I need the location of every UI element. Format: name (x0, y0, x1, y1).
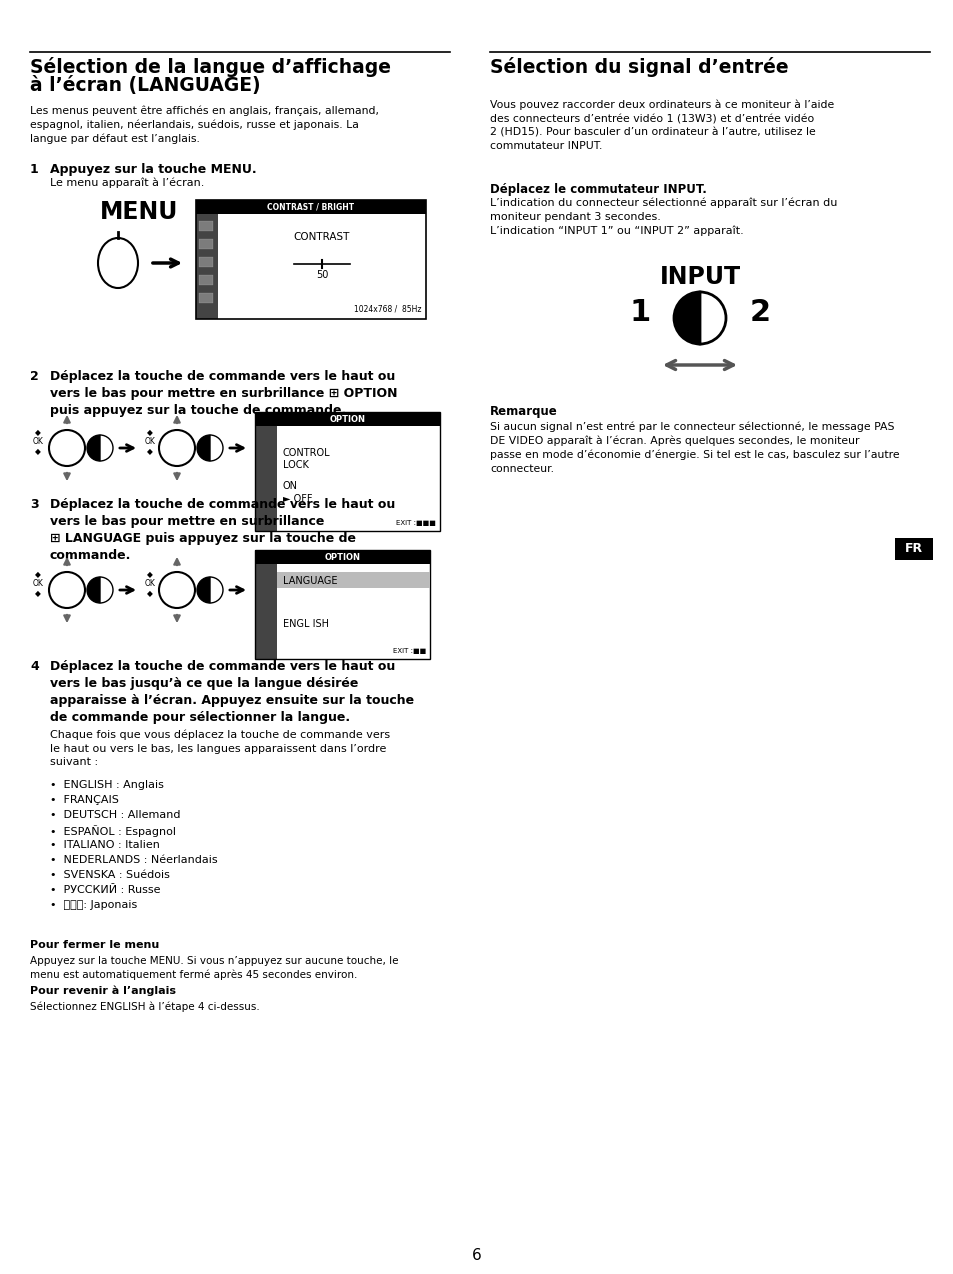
Text: Le menu apparaît à l’écran.: Le menu apparaît à l’écran. (50, 178, 204, 189)
Text: CONTROL
LOCK: CONTROL LOCK (283, 448, 331, 470)
Wedge shape (87, 434, 100, 461)
Bar (894, 538, 932, 561)
Text: ◆
OK
◆: ◆ OK ◆ (145, 428, 155, 456)
Text: •  日本語: Japonais: • 日本語: Japonais (50, 899, 137, 910)
Text: OPTION: OPTION (329, 414, 365, 423)
Text: Pour revenir à l’anglais: Pour revenir à l’anglais (30, 985, 175, 995)
Text: Pour fermer le menu: Pour fermer le menu (30, 940, 159, 950)
Wedge shape (87, 577, 100, 603)
Text: •  ESPAÑOL : Espagnol: • ESPAÑOL : Espagnol (50, 826, 175, 837)
Text: EXIT :■■: EXIT :■■ (393, 648, 426, 654)
Text: CONTRAST / BRIGHT: CONTRAST / BRIGHT (267, 203, 355, 211)
Text: 1: 1 (629, 298, 650, 327)
Bar (276, 572, 430, 589)
Bar (199, 240, 213, 248)
Bar (199, 293, 213, 303)
Text: •  NEDERLANDS : Néerlandais: • NEDERLANDS : Néerlandais (50, 855, 217, 865)
Text: 1024x768 /  85Hz: 1024x768 / 85Hz (355, 304, 421, 313)
Wedge shape (100, 434, 112, 461)
Text: Sélection du signal d’entrée: Sélection du signal d’entrée (490, 57, 788, 76)
Text: Déplacez la touche de commande vers le haut ou
vers le bas pour mettre en surbri: Déplacez la touche de commande vers le h… (50, 498, 395, 562)
Text: •  ENGLISH : Anglais: • ENGLISH : Anglais (50, 780, 164, 790)
Text: Appuyez sur la touche MENU.: Appuyez sur la touche MENU. (50, 163, 256, 176)
Text: LANGUAGE: LANGUAGE (283, 576, 337, 586)
Bar (199, 220, 213, 231)
Text: CONTRAST: CONTRAST (294, 232, 350, 242)
Text: 6: 6 (472, 1249, 481, 1263)
Text: 50: 50 (315, 270, 328, 280)
Bar (195, 214, 218, 318)
Wedge shape (210, 577, 223, 603)
Text: EXIT :■■■: EXIT :■■■ (395, 520, 436, 526)
Text: •  РУССКИЙ : Russe: • РУССКИЙ : Russe (50, 885, 160, 896)
Wedge shape (100, 577, 112, 603)
Text: ON
► OFF: ON ► OFF (283, 482, 313, 505)
Bar (254, 550, 430, 659)
Bar (254, 550, 430, 564)
Text: Sélectionnez ENGLISH à l’étape 4 ci-dessus.: Sélectionnez ENGLISH à l’étape 4 ci-dess… (30, 1001, 259, 1012)
Text: •  FRANÇAIS: • FRANÇAIS (50, 795, 119, 805)
Bar (199, 257, 213, 268)
Text: Sélection de la langue d’affichage: Sélection de la langue d’affichage (30, 57, 391, 76)
Bar (254, 564, 276, 659)
Bar (218, 214, 426, 318)
Wedge shape (700, 292, 725, 344)
Text: •  SVENSKA : Suédois: • SVENSKA : Suédois (50, 870, 170, 880)
Bar (195, 200, 426, 214)
Text: Chaque fois que vous déplacez la touche de commande vers
le haut ou vers le bas,: Chaque fois que vous déplacez la touche … (50, 730, 390, 767)
Text: ENGL ISH: ENGL ISH (283, 619, 329, 629)
Text: Déplacez la touche de commande vers le haut ou
vers le bas jusqu’à ce que la lan: Déplacez la touche de commande vers le h… (50, 660, 414, 724)
Wedge shape (673, 292, 700, 344)
Bar (276, 426, 439, 531)
Text: 4: 4 (30, 660, 39, 673)
Text: Si aucun signal n’est entré par le connecteur sélectionné, le message PAS
DE VID: Si aucun signal n’est entré par le conne… (490, 422, 899, 474)
Text: OPTION: OPTION (324, 553, 360, 562)
Text: Déplacez le commutateur INPUT.: Déplacez le commutateur INPUT. (490, 183, 706, 196)
Text: •  DEUTSCH : Allemand: • DEUTSCH : Allemand (50, 810, 180, 820)
Text: ◆
OK
◆: ◆ OK ◆ (145, 569, 155, 599)
Text: INPUT: INPUT (659, 265, 740, 289)
Text: FR: FR (904, 543, 923, 555)
Text: ◆
OK
◆: ◆ OK ◆ (32, 428, 44, 456)
Wedge shape (196, 434, 210, 461)
Text: à l’écran (LANGUAGE): à l’écran (LANGUAGE) (30, 76, 260, 96)
Text: ◆
OK
◆: ◆ OK ◆ (32, 569, 44, 599)
Text: 2: 2 (749, 298, 770, 327)
Text: 1: 1 (30, 163, 39, 176)
Text: •  ITALIANO : Italien: • ITALIANO : Italien (50, 840, 160, 850)
Bar (254, 412, 439, 426)
Bar (254, 412, 439, 531)
Text: 3: 3 (30, 498, 38, 511)
Text: Vous pouvez raccorder deux ordinateurs à ce moniteur à l’aide
des connecteurs d’: Vous pouvez raccorder deux ordinateurs à… (490, 99, 833, 152)
Text: Déplacez la touche de commande vers le haut ou
vers le bas pour mettre en surbri: Déplacez la touche de commande vers le h… (50, 369, 397, 417)
Wedge shape (196, 577, 210, 603)
Text: MENU: MENU (100, 200, 178, 224)
Text: L’indication du connecteur sélectionné apparaît sur l’écran du
moniteur pendant : L’indication du connecteur sélectionné a… (490, 197, 837, 236)
Bar (195, 200, 426, 318)
Bar (276, 564, 430, 659)
Text: Remarque: Remarque (490, 405, 558, 418)
Text: Appuyez sur la touche MENU. Si vous n’appuyez sur aucune touche, le
menu est aut: Appuyez sur la touche MENU. Si vous n’ap… (30, 956, 398, 980)
Wedge shape (210, 434, 223, 461)
Text: 2: 2 (30, 369, 39, 383)
Bar (199, 275, 213, 285)
Text: Les menus peuvent être affichés en anglais, français, allemand,
espagnol, italie: Les menus peuvent être affichés en angla… (30, 104, 378, 144)
Bar (254, 426, 276, 531)
